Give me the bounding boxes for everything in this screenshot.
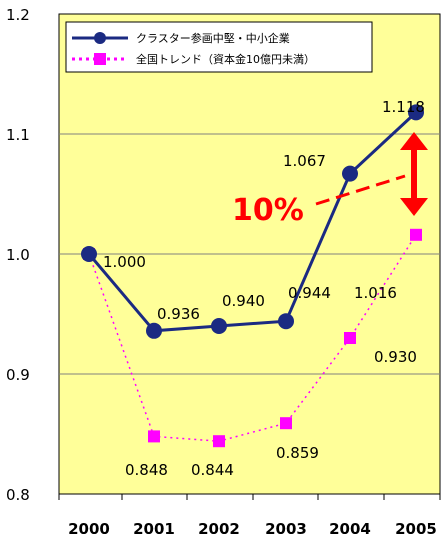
x-tick-label: 2004	[329, 520, 371, 538]
data-label: 0.940	[222, 292, 265, 310]
x-tick-label: 2000	[68, 520, 110, 538]
data-point	[213, 435, 225, 448]
data-label: 0.844	[191, 461, 234, 479]
data-point	[342, 165, 358, 182]
x-tick-label: 2003	[265, 520, 307, 538]
data-label: 0.859	[276, 444, 319, 462]
data-label: 0.944	[288, 284, 331, 302]
x-tick-label: 2005	[395, 520, 437, 538]
x-tick-label: 2002	[198, 520, 240, 538]
y-axis-ticks: 0.8 0.9 1.0 1.1 1.2	[6, 6, 30, 504]
legend-marker-circle-icon	[94, 32, 106, 44]
data-point	[146, 322, 162, 339]
series-line-1	[87, 111, 418, 333]
annotation-label: 10%	[232, 193, 304, 228]
x-axis-ticks: 2000 2001 2002 2003 2004 2005	[58, 494, 441, 538]
data-labels: 1.000 0.936 0.940 0.944 1.067 1.118 0.848 0.844…	[103, 98, 425, 479]
data-label: 1.000	[103, 253, 146, 271]
y-tick-label: 1.2	[6, 6, 30, 24]
data-label: 1.016	[354, 284, 397, 302]
legend-label-series-2: 全国トレンド（資本金10億円未満）	[136, 52, 315, 66]
y-tick-label: 1.1	[6, 126, 30, 144]
data-label: 0.848	[125, 461, 168, 479]
data-point	[280, 417, 292, 430]
data-label: 0.930	[374, 348, 417, 366]
data-point	[408, 104, 424, 121]
data-point	[211, 318, 227, 334]
legend-label-series-1: クラスター参画中堅・中小企業	[136, 31, 290, 45]
y-tick-label: 0.9	[6, 366, 30, 384]
series-layer	[81, 104, 424, 448]
data-point	[148, 430, 160, 443]
annotation-dashed-line	[315, 174, 406, 206]
data-label: 1.118	[382, 98, 425, 116]
x-tick-label: 2001	[133, 520, 175, 538]
y-tick-label: 0.8	[6, 486, 30, 504]
data-point	[410, 228, 422, 241]
data-label: 0.936	[157, 305, 200, 323]
y-tick-label: 1.0	[6, 246, 30, 264]
data-point	[278, 313, 294, 330]
legend-marker-square-icon	[94, 53, 106, 65]
data-label: 1.067	[283, 152, 326, 170]
gridlines	[59, 133, 440, 375]
data-point	[344, 332, 356, 344]
data-point	[81, 246, 97, 262]
double-arrow-icon	[400, 132, 428, 216]
legend: クラスター参画中堅・中小企業 全国トレンド（資本金10億円未満）	[65, 21, 373, 73]
